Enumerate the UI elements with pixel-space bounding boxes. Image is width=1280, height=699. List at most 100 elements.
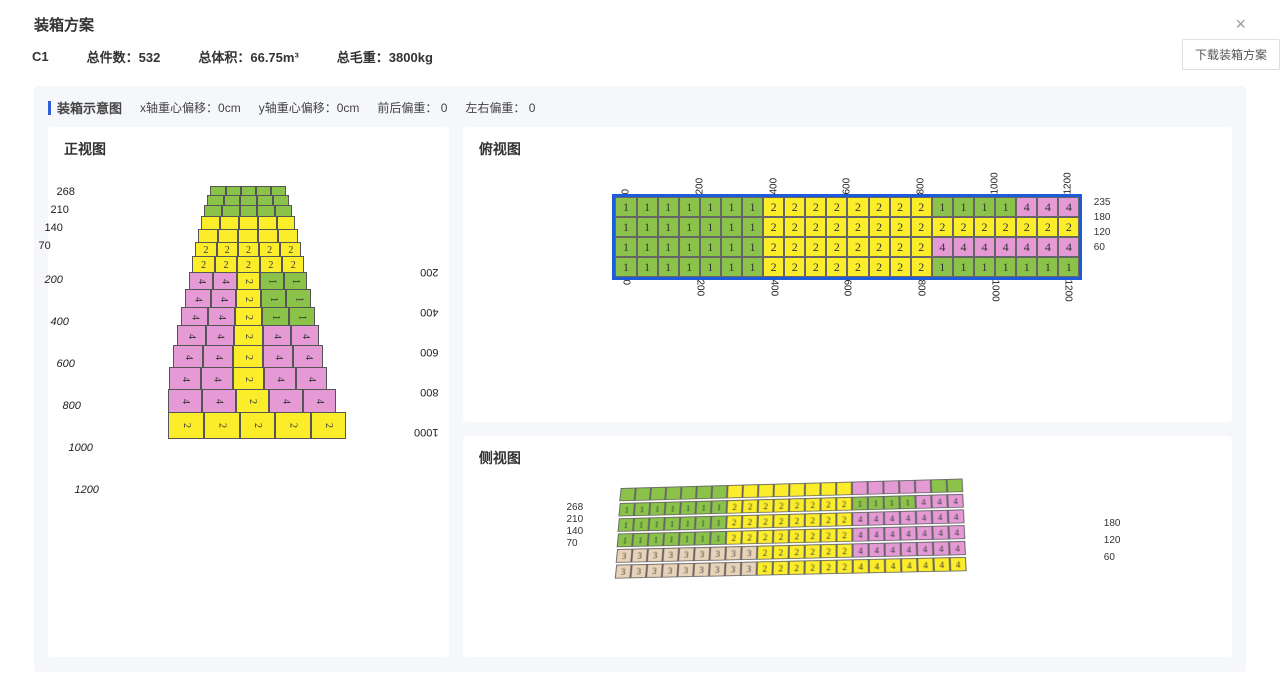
top-cell: 2: [763, 197, 784, 217]
side-cell: [681, 486, 697, 500]
side-cell: 4: [901, 542, 918, 557]
top-cell: 1: [700, 197, 721, 217]
side-cell: [931, 479, 947, 493]
side-cell: 3: [741, 546, 757, 561]
side-cell: 2: [837, 559, 853, 574]
side-cell: 2: [774, 499, 790, 513]
top-cell: 2: [763, 217, 784, 237]
side-cell: 4: [934, 557, 951, 572]
side-cell: 4: [948, 494, 965, 508]
close-icon[interactable]: ×: [1235, 14, 1246, 35]
side-axis-left: 26821014070: [566, 502, 583, 549]
side-cell: 1: [617, 533, 634, 547]
top-cell: 2: [1016, 217, 1037, 237]
top-cell: 1: [615, 257, 636, 277]
top-cell: 2: [911, 217, 932, 237]
side-cell: 2: [758, 514, 774, 528]
page-title: 装箱方案: [34, 14, 94, 35]
top-cell: 1: [953, 197, 974, 217]
top-view-title: 俯视图: [479, 139, 1216, 159]
side-cell: 1: [633, 533, 650, 547]
top-cell: 1: [679, 257, 700, 277]
front-container: 2222222222442114421144211442444424444244…: [168, 186, 328, 576]
side-cell: 2: [758, 530, 774, 544]
top-cell: 2: [847, 237, 868, 257]
top-cell: 1: [658, 217, 679, 237]
top-cell: 2: [784, 217, 805, 237]
side-cell: [696, 485, 712, 499]
top-cell: 1: [1037, 257, 1058, 277]
top-cell: 1: [658, 237, 679, 257]
top-cell: 1: [932, 197, 953, 217]
top-cell: 1: [953, 257, 974, 277]
side-cell: 2: [837, 497, 853, 511]
top-cell: 1: [995, 257, 1016, 277]
top-cell: 1: [742, 257, 763, 277]
side-cell: 2: [837, 528, 853, 542]
top-cell: 2: [763, 257, 784, 277]
top-cell: 1: [637, 257, 658, 277]
top-cell: 2: [869, 257, 890, 277]
side-cell: 1: [853, 496, 869, 510]
side-cell: 1: [695, 531, 711, 545]
side-cell: 2: [757, 545, 773, 560]
side-cell: 2: [774, 514, 790, 528]
side-cell: 1: [664, 532, 681, 546]
top-axis-top: 020040060080010001200: [612, 179, 1082, 190]
side-cell: 1: [634, 502, 651, 516]
side-cell: 4: [869, 527, 885, 541]
side-cell: 2: [805, 513, 821, 527]
top-cell: 4: [953, 237, 974, 257]
side-cell: 4: [932, 494, 949, 508]
side-cell: 1: [695, 516, 711, 530]
side-cell: 4: [949, 525, 966, 540]
top-cell: 1: [742, 237, 763, 257]
download-button[interactable]: 下载装箱方案: [1182, 39, 1280, 70]
top-cell: 1: [700, 257, 721, 277]
side-cell: 1: [618, 518, 635, 532]
top-cell: 1: [637, 197, 658, 217]
side-cell: 1: [650, 502, 667, 516]
side-cell: 1: [710, 531, 726, 545]
side-cell: 2: [726, 530, 742, 544]
top-cell: 1: [1016, 257, 1037, 277]
front-axis-left: 2682101407020040060080010001200: [38, 186, 98, 606]
side-cell: 2: [758, 499, 774, 513]
side-cell: 1: [696, 501, 712, 515]
top-cell: 1: [637, 217, 658, 237]
side-cell: [900, 480, 916, 494]
top-cell: 1: [721, 197, 742, 217]
side-cell: 3: [694, 562, 711, 577]
side-cell: 2: [805, 498, 821, 512]
top-cell: 4: [932, 237, 953, 257]
side-cell: 1: [649, 517, 666, 531]
side-cell: 3: [662, 563, 679, 578]
top-cell: 1: [995, 197, 1016, 217]
side-cell: 1: [679, 532, 696, 546]
side-cell: 3: [616, 549, 633, 563]
subheader: 装箱示意图 x轴重心偏移：0cm y轴重心偏移：0cm 前后偏重： 0 左右偏重…: [48, 94, 1232, 127]
top-cell: 1: [637, 237, 658, 257]
side-cell: [947, 478, 964, 492]
top-cell: 2: [847, 257, 868, 277]
side-cell: 1: [648, 532, 665, 546]
side-cell: 2: [789, 529, 805, 543]
top-view-panel: 俯视图 020040060080010001200 23518012060 11…: [463, 127, 1232, 422]
yshift-label: y轴重心偏移：0cm: [259, 99, 360, 116]
top-cell: 1: [974, 257, 995, 277]
lr-label: 左右偏重： 0: [465, 99, 535, 116]
side-cell: 2: [821, 513, 837, 527]
top-cell: 2: [890, 237, 911, 257]
top-cell: 2: [932, 217, 953, 237]
top-cell: 4: [1016, 237, 1037, 257]
side-cell: 2: [821, 528, 837, 542]
side-cell: 2: [727, 500, 743, 514]
side-cell: 4: [950, 557, 967, 572]
side-cell: 2: [773, 529, 789, 543]
top-cell: 1: [742, 197, 763, 217]
side-cell: 2: [773, 561, 789, 576]
side-cell: 4: [869, 543, 885, 558]
top-cell: 2: [911, 237, 932, 257]
side-cell: [774, 483, 790, 497]
top-cell: 2: [890, 197, 911, 217]
